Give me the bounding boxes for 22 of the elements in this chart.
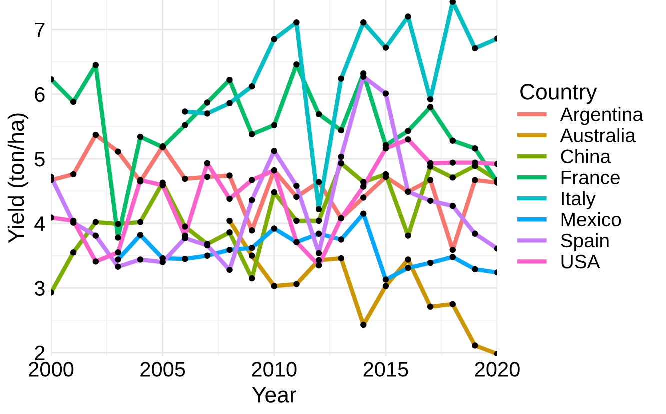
legend-label: Argentina: [560, 107, 644, 126]
legend-label: Mexico: [562, 212, 622, 227]
y-tick-label: 2: [35, 346, 45, 360]
y-tick-label: 4: [34, 216, 46, 232]
y-tick-label: 7: [35, 22, 45, 38]
legend-title: Country: [520, 84, 598, 104]
y-axis-title: Yield (ton/ha): [8, 114, 29, 244]
legend-label: Spain: [561, 233, 609, 252]
x-tick-label: 2015: [364, 362, 408, 377]
x-tick-label: 2000: [29, 362, 74, 377]
x-tick-label: 2005: [140, 362, 186, 377]
legend-label: Italy: [562, 191, 596, 210]
legend-label: France: [562, 170, 620, 185]
legend-label: USA: [562, 254, 600, 269]
x-tick-label: 2010: [252, 362, 297, 377]
legend-label: Australia: [560, 128, 636, 142]
x-axis-title: Year: [252, 387, 296, 403]
y-tick-label: 5: [34, 152, 45, 167]
legend-label: China: [561, 149, 612, 164]
y-tick-label: 3: [34, 281, 45, 296]
y-tick-label: 6: [35, 87, 45, 102]
x-tick-label: 2020: [475, 362, 520, 377]
